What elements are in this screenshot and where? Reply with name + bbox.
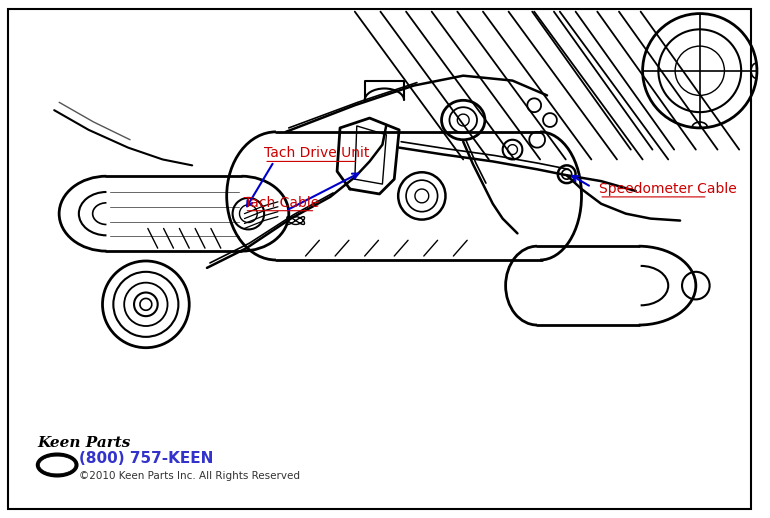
Text: Keen Parts: Keen Parts xyxy=(38,436,131,450)
Text: Tach Cable: Tach Cable xyxy=(244,196,320,210)
Ellipse shape xyxy=(39,456,75,474)
Text: ©2010 Keen Parts Inc. All Rights Reserved: ©2010 Keen Parts Inc. All Rights Reserve… xyxy=(79,471,300,481)
Ellipse shape xyxy=(36,453,78,477)
Text: Speedometer Cable: Speedometer Cable xyxy=(599,182,737,196)
Text: (800) 757-KEEN: (800) 757-KEEN xyxy=(79,451,213,466)
Text: Tach Drive Unit: Tach Drive Unit xyxy=(264,147,370,161)
